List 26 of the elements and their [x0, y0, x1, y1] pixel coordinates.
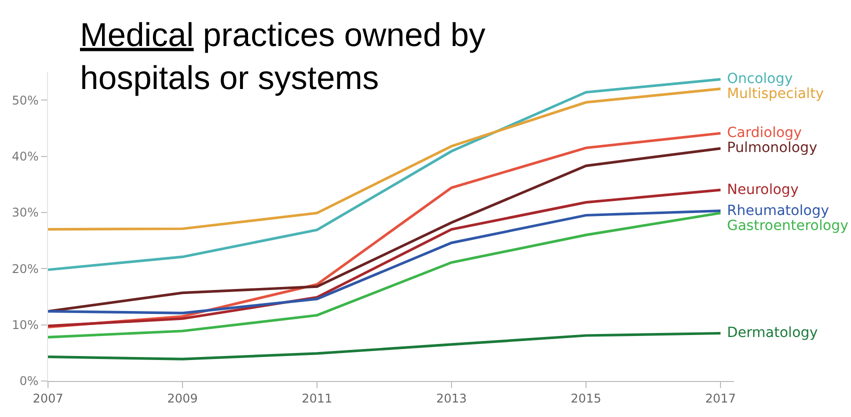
series-label: Neurology — [727, 182, 799, 198]
y-tick-label: 10% — [12, 318, 39, 332]
series-label: Multispecialty — [727, 86, 824, 102]
line-series — [48, 212, 722, 338]
y-tick-label: 0% — [20, 374, 39, 388]
line-series — [48, 332, 722, 360]
y-tick-label: 50% — [12, 93, 39, 108]
series-label: Gastroenterology — [727, 218, 848, 234]
x-tick-label: 2011 — [302, 391, 332, 406]
series-label: Pulmonology — [727, 140, 818, 156]
x-tick-label: 2017 — [705, 391, 736, 406]
series-label: Cardiology — [727, 125, 802, 141]
chart-title: Medical practices owned by hospitals or systems — [80, 16, 486, 96]
line-series — [48, 188, 722, 328]
line-series — [48, 209, 722, 314]
y-tick-label: 30% — [12, 206, 39, 220]
x-tick-label: 2015 — [570, 391, 602, 406]
x-tick-label: 2013 — [436, 391, 467, 406]
x-tick-label: 2007 — [32, 391, 64, 406]
line-series — [48, 147, 722, 313]
y-tick-label: 20% — [12, 262, 39, 276]
series-label: Dermatology — [727, 325, 818, 341]
series-label: Rheumatology — [727, 203, 829, 219]
x-tick-label: 2009 — [167, 391, 198, 406]
y-tick-label: 40% — [12, 149, 39, 164]
series-label: Oncology — [727, 71, 793, 87]
